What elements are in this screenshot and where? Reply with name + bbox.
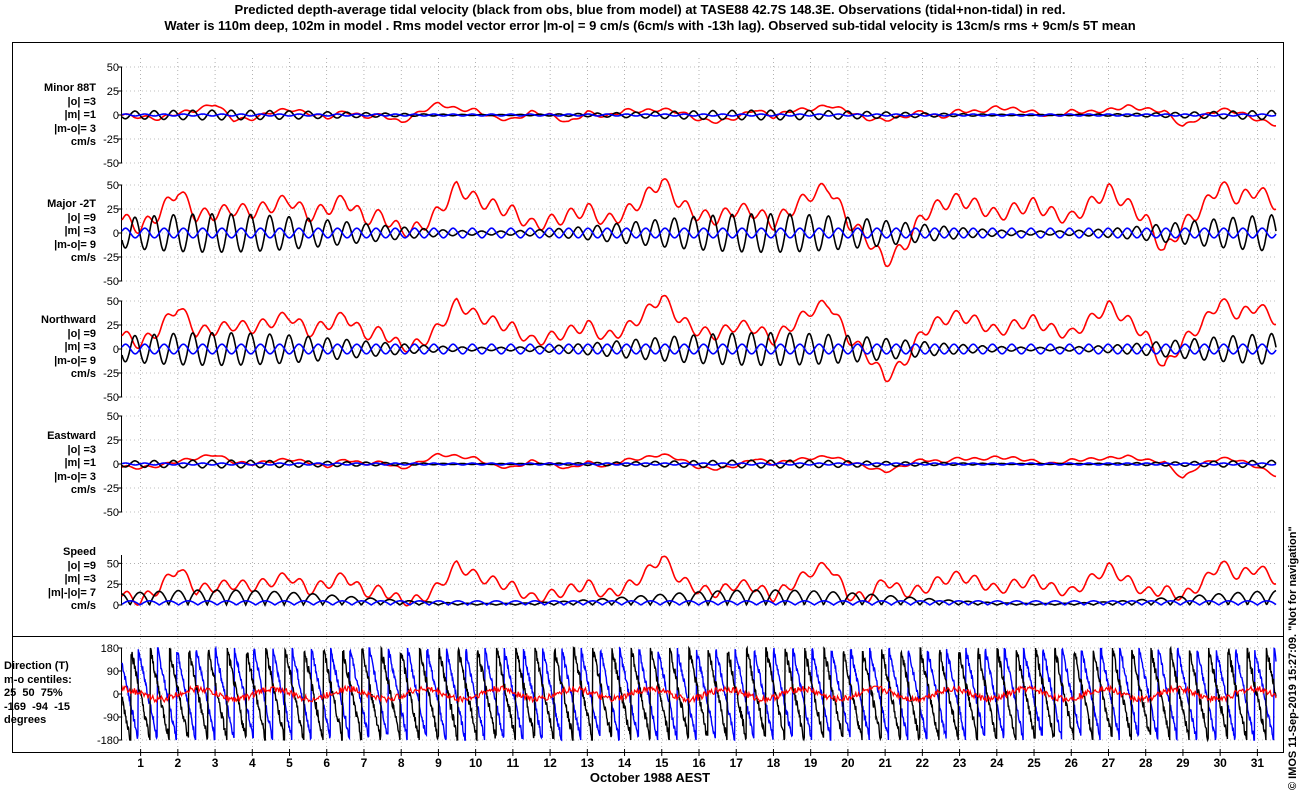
y-tick-label: 50 xyxy=(107,62,119,74)
x-tick-label: 21 xyxy=(878,756,892,770)
x-tick-label: 3 xyxy=(212,756,219,770)
x-tick-label: 13 xyxy=(581,756,595,770)
panel-label-speed: Speed |o| =9 |m| =3 |m|-|o|= 7 cm/s xyxy=(47,546,96,612)
x-tick-label: 19 xyxy=(804,756,818,770)
x-tick-label: 29 xyxy=(1176,756,1190,770)
day-gridlines xyxy=(140,58,1258,750)
y-tick-label: -90 xyxy=(103,712,119,724)
series-line-model xyxy=(121,227,1277,239)
y-tick-label: 0 xyxy=(113,600,119,612)
series-line-observed xyxy=(121,178,1277,268)
series-line-model xyxy=(121,113,1277,117)
figure-frame xyxy=(12,42,1284,753)
series-line-observed xyxy=(121,684,1277,704)
panel-label-minor: Minor 88T |o| =3 |m| =1 |m-o|= 3 cm/s xyxy=(44,82,96,148)
panel-east: 50 25 0 -25 -50 xyxy=(103,411,1277,519)
y-tick-label: 0 xyxy=(113,110,119,122)
y-tick-label: 25 xyxy=(107,579,119,591)
x-tick-label: 24 xyxy=(990,756,1004,770)
chart-title-line1: Predicted depth-average tidal velocity (… xyxy=(234,2,1066,17)
y-tick-label: -25 xyxy=(103,252,119,264)
y-tick-label: 0 xyxy=(113,689,119,701)
y-tick-label: 25 xyxy=(107,435,119,447)
x-tick-label: 7 xyxy=(361,756,368,770)
x-tick-label: 6 xyxy=(323,756,330,770)
y-tick-label: -25 xyxy=(103,368,119,380)
series-line-model xyxy=(121,645,1277,742)
x-tick-label: 15 xyxy=(655,756,669,770)
y-tick-label: -180 xyxy=(97,735,119,747)
y-tick-label: 50 xyxy=(107,411,119,423)
y-tick-label: -50 xyxy=(103,276,119,288)
x-tick-label: 1 xyxy=(137,756,144,770)
panel-speed: 50 25 0 xyxy=(107,555,1277,612)
y-tick-label: 0 xyxy=(113,344,119,356)
series-line-model xyxy=(121,462,1277,466)
x-axis-label: October 1988 AEST xyxy=(589,770,711,785)
panel-label-direction: Direction (T) m-o centiles: 25 50 75% -1… xyxy=(4,660,72,726)
series-line-model xyxy=(121,343,1277,355)
x-tick-label: 22 xyxy=(916,756,930,770)
x-tick-label: 28 xyxy=(1139,756,1153,770)
x-tick-label: 10 xyxy=(469,756,483,770)
panel-label-east: Eastward |o| =3 |m| =1 |m-o|= 3 cm/s xyxy=(47,430,96,496)
x-tick-label: 14 xyxy=(618,756,632,770)
y-tick-label: 0 xyxy=(113,459,119,471)
x-axis-ticks: 1 2 3 4 5 6 7 8 9 10 11 12 13 14 15 16 17 18 19 20 21 22 23 24 2… xyxy=(137,749,1264,770)
x-tick-label: 20 xyxy=(841,756,855,770)
y-tick-label: 50 xyxy=(107,558,119,570)
x-tick-label: 26 xyxy=(1065,756,1079,770)
panel-minor: 50 25 0 -25 -50 xyxy=(103,62,1277,170)
y-tick-label: 25 xyxy=(107,86,119,98)
panel-major: 50 25 0 -25 -50 xyxy=(103,178,1277,288)
panel-label-north: Northward |o| =9 |m| =3 |m-o|= 9 cm/s xyxy=(41,314,96,380)
y-tick-label: 25 xyxy=(107,204,119,216)
x-tick-label: 27 xyxy=(1102,756,1116,770)
y-tick-label: -50 xyxy=(103,507,119,519)
y-tick-label: 50 xyxy=(107,180,119,192)
panel-direction: 180 90 0 -90 -180 xyxy=(97,643,1277,747)
x-tick-label: 25 xyxy=(1027,756,1041,770)
x-tick-label: 18 xyxy=(767,756,781,770)
y-tick-label: -50 xyxy=(103,158,119,170)
panel-label-major: Major -2T |o| =9 |m| =3 |m-o|= 9 cm/s xyxy=(47,198,96,264)
x-tick-label: 23 xyxy=(953,756,967,770)
x-tick-label: 5 xyxy=(286,756,293,770)
y-tick-label: 90 xyxy=(107,666,119,678)
x-tick-label: 16 xyxy=(692,756,706,770)
y-tick-label: 180 xyxy=(101,643,119,655)
x-tick-label: 11 xyxy=(507,756,520,770)
series-line-model xyxy=(121,599,1277,606)
chart-title-line2: Water is 110m deep, 102m in model . Rms … xyxy=(164,18,1136,33)
x-tick-label: 31 xyxy=(1251,756,1265,770)
panel-north: 50 25 0 -25 -50 xyxy=(103,294,1277,404)
series-line-observed xyxy=(121,294,1277,383)
y-tick-label: 0 xyxy=(113,228,119,240)
x-tick-label: 2 xyxy=(174,756,181,770)
x-tick-label: 12 xyxy=(543,756,557,770)
y-tick-label: -25 xyxy=(103,483,119,495)
x-tick-label: 9 xyxy=(435,756,442,770)
series-line-tidal-fit xyxy=(121,589,1277,607)
x-tick-label: 17 xyxy=(730,756,744,770)
y-tick-label: 25 xyxy=(107,320,119,332)
y-tick-label: -50 xyxy=(103,392,119,404)
x-tick-label: 30 xyxy=(1213,756,1227,770)
y-tick-label: -25 xyxy=(103,134,119,146)
y-tick-label: 50 xyxy=(107,296,119,308)
credit-text: © IMOS 11-Sep-2019 15:27:09. "Not for na… xyxy=(1287,526,1299,790)
x-tick-label: 8 xyxy=(398,756,405,770)
x-tick-label: 4 xyxy=(249,756,256,770)
